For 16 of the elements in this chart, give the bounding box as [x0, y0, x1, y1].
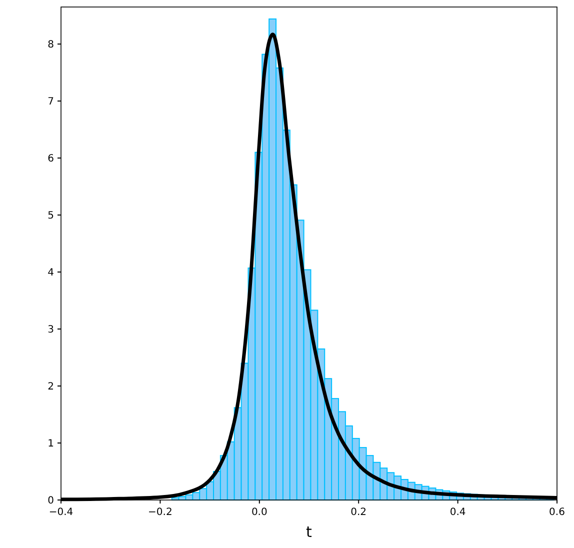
y-tick-label: 3 [48, 324, 54, 336]
x-axis-title: t [306, 523, 312, 541]
y-tick-label: 7 [48, 96, 54, 108]
x-tick-label: 0.2 [350, 507, 367, 518]
y-tick-label: 1 [48, 438, 54, 450]
y-tick-label: 4 [48, 268, 54, 279]
y-tick-label: 0 [48, 496, 54, 506]
x-tick-label: −0.2 [148, 507, 172, 518]
x-tick-label: 0.0 [251, 507, 268, 518]
x-tick-label: 0.6 [549, 507, 565, 518]
y-tick-label: 5 [48, 210, 54, 222]
y-tick-label: 2 [48, 382, 54, 393]
x-tick-label: 0.4 [450, 507, 466, 518]
y-tick-label: 8 [48, 40, 54, 51]
y-tick-label: 6 [48, 154, 54, 165]
x-tick-label: −0.4 [48, 507, 74, 518]
